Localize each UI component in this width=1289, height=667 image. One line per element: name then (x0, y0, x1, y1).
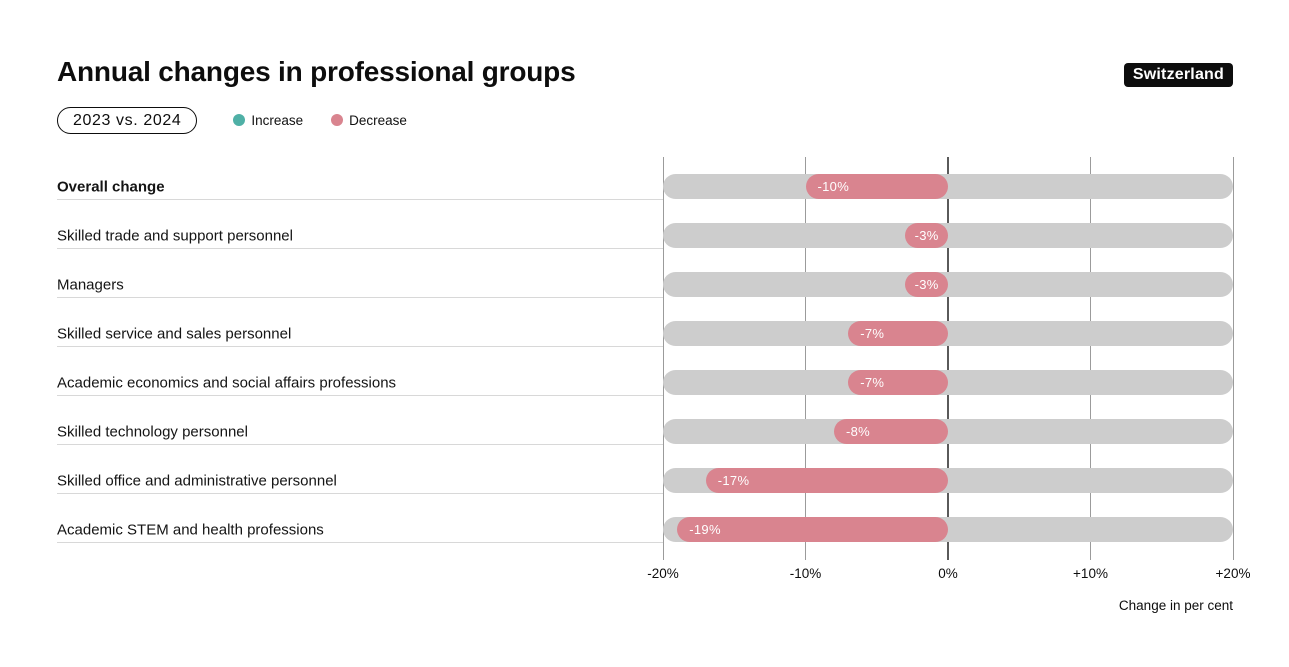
decrease-bar: -7% (848, 370, 948, 395)
x-tick-label: -10% (789, 566, 822, 581)
x-tick-label: +20% (1215, 566, 1251, 581)
x-tick-label: -20% (647, 566, 679, 581)
decrease-bar: -8% (834, 419, 948, 444)
table-row: Overall change -10% (57, 162, 1233, 211)
x-axis-label: Change in per cent (1118, 598, 1233, 613)
row-label: Skilled service and sales personnel (57, 325, 292, 342)
bar-track: -8% (663, 419, 1233, 444)
table-row: Skilled technology personnel -8% (57, 407, 1233, 456)
bar-track: -19% (663, 517, 1233, 542)
row-rule (57, 297, 663, 298)
table-row: Skilled service and sales personnel -7% (57, 309, 1233, 358)
row-rule (57, 346, 663, 347)
table-row: Skilled trade and support personnel -3% (57, 211, 1233, 260)
decrease-bar: -17% (705, 468, 948, 493)
legend-item: Increase (233, 113, 303, 128)
row-rule (57, 395, 663, 396)
gridline (1232, 157, 1234, 560)
subheader: 2023 vs. 2024 Increase Decrease (57, 106, 407, 134)
row-label: Skilled office and administrative person… (57, 472, 337, 489)
bar-value-label: -7% (860, 326, 885, 341)
period-badge: 2023 vs. 2024 (57, 106, 198, 134)
decrease-bar: -19% (677, 517, 948, 542)
decrease-bar: -3% (905, 223, 948, 248)
bar-value-label: -3% (914, 277, 939, 292)
legend: Increase Decrease (233, 113, 407, 128)
row-rule (57, 542, 663, 543)
chart-rows: Overall change -10% Skilled trade and supp… (57, 162, 1233, 554)
x-tick-label: 0% (938, 566, 958, 581)
row-rule (57, 199, 663, 200)
gridline (805, 157, 806, 560)
row-label: Academic STEM and health professions (57, 521, 324, 538)
bar-track: -7% (663, 321, 1233, 346)
gridline (1090, 157, 1091, 560)
decrease-swatch-icon (331, 114, 344, 126)
bar-value-label: -10% (817, 179, 850, 194)
row-rule (57, 493, 663, 494)
table-row: Skilled office and administrative person… (57, 456, 1233, 505)
table-row: Academic economics and social affairs pr… (57, 358, 1233, 407)
bar-track: -17% (663, 468, 1233, 493)
increase-swatch-icon (233, 114, 246, 126)
legend-item: Decrease (331, 113, 407, 128)
bar-track: -3% (663, 272, 1233, 297)
bar-track: -7% (663, 370, 1233, 395)
bar-value-label: -8% (846, 424, 871, 439)
bar-track: -10% (663, 174, 1233, 199)
bar-value-label: -19% (689, 522, 721, 537)
table-row: Academic STEM and health professions -19% (57, 505, 1233, 554)
gridlines (662, 157, 1234, 560)
row-rule (57, 444, 663, 445)
decrease-bar: -3% (905, 272, 948, 297)
bar-track: -3% (663, 223, 1233, 248)
page-title: Annual changes in professional groups (57, 56, 576, 87)
bar-value-label: -7% (860, 375, 885, 390)
row-label: Overall change (57, 178, 165, 195)
row-label: Academic economics and social affairs pr… (57, 374, 397, 391)
bar-value-label: -17% (717, 473, 750, 488)
decrease-bar: -10% (805, 174, 948, 199)
legend-label: Decrease (349, 112, 407, 128)
bar-value-label: -3% (914, 228, 939, 243)
bar-chart: Overall change -10% Skilled trade and supp… (57, 157, 1250, 627)
x-tick-label: +10% (1073, 566, 1108, 581)
decrease-bar: -7% (848, 321, 948, 346)
row-label: Managers (57, 276, 124, 293)
row-rule (57, 248, 663, 249)
country-badge: Switzerland (1123, 63, 1233, 87)
gridline (662, 157, 664, 560)
legend-label: Increase (251, 112, 304, 128)
row-label: Skilled trade and support personnel (57, 227, 293, 244)
x-axis: -20% -10% 0% +10% +20% (647, 566, 1250, 584)
row-label: Skilled technology personnel (57, 423, 248, 440)
zero-gridline (947, 157, 949, 560)
table-row: Managers -3% (57, 260, 1233, 309)
